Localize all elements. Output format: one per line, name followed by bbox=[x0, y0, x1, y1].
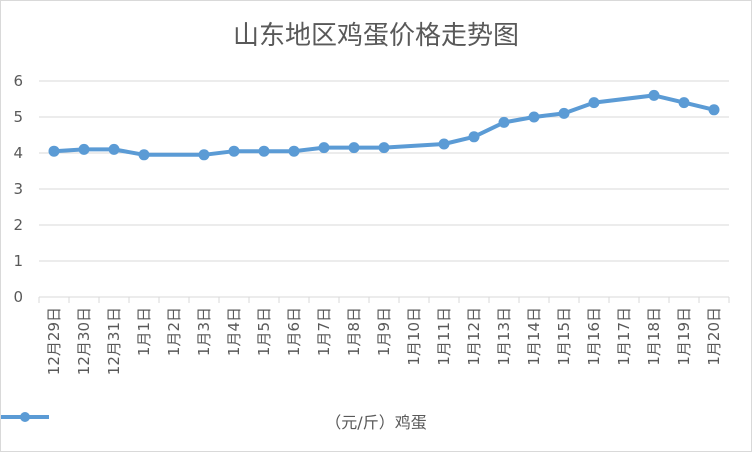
data-point bbox=[348, 142, 360, 154]
data-point bbox=[498, 116, 510, 128]
data-point bbox=[678, 97, 690, 109]
y-tick-label: 4 bbox=[13, 144, 23, 162]
x-tick-label: 12月29日 bbox=[45, 307, 63, 375]
y-tick-label: 3 bbox=[13, 180, 23, 198]
legend: （元/斤）鸡蛋 bbox=[1, 409, 751, 433]
y-tick-label: 0 bbox=[13, 288, 23, 306]
x-tick-label: 1月15日 bbox=[555, 307, 573, 366]
y-tick-label: 1 bbox=[13, 252, 23, 270]
x-tick-label: 1月16日 bbox=[585, 307, 603, 366]
data-point bbox=[588, 97, 600, 109]
data-point bbox=[708, 104, 720, 116]
x-tick-label: 1月13日 bbox=[495, 307, 513, 366]
x-tick-label: 1月12日 bbox=[465, 307, 483, 366]
data-point bbox=[78, 143, 90, 155]
data-point bbox=[318, 142, 330, 154]
data-point bbox=[438, 138, 450, 150]
x-tick-label: 1月10日 bbox=[405, 307, 423, 366]
y-tick-label: 6 bbox=[13, 72, 23, 90]
data-point bbox=[258, 145, 270, 157]
x-tick-label: 1月11日 bbox=[435, 307, 453, 366]
legend-label: （元/斤）鸡蛋 bbox=[325, 413, 427, 432]
x-tick-label: 1月20日 bbox=[705, 307, 723, 366]
x-tick-label: 1月2日 bbox=[165, 307, 183, 356]
data-point bbox=[48, 145, 60, 157]
data-point bbox=[228, 145, 240, 157]
data-point bbox=[378, 142, 390, 154]
data-point bbox=[648, 89, 660, 101]
data-point bbox=[468, 131, 480, 143]
data-point bbox=[288, 145, 300, 157]
data-point bbox=[138, 149, 150, 161]
x-tick-label: 1月4日 bbox=[225, 307, 243, 356]
x-tick-label: 12月30日 bbox=[75, 307, 93, 375]
x-tick-label: 1月8日 bbox=[345, 307, 363, 356]
x-tick-label: 1月14日 bbox=[525, 307, 543, 366]
x-tick-label: 12月31日 bbox=[105, 307, 123, 375]
data-point bbox=[528, 111, 540, 123]
y-tick-label: 5 bbox=[13, 108, 23, 126]
x-tick-label: 1月7日 bbox=[315, 307, 333, 356]
y-tick-label: 2 bbox=[13, 216, 23, 234]
x-tick-label: 1月19日 bbox=[675, 307, 693, 366]
x-tick-label: 1月17日 bbox=[615, 307, 633, 366]
x-tick-label: 1月18日 bbox=[645, 307, 663, 366]
x-tick-label: 1月6日 bbox=[285, 307, 303, 356]
x-tick-label: 1月5日 bbox=[255, 307, 273, 356]
x-tick-label: 1月9日 bbox=[375, 307, 393, 356]
data-point bbox=[198, 149, 210, 161]
x-tick-label: 1月3日 bbox=[195, 307, 213, 356]
x-tick-label: 1月1日 bbox=[135, 307, 153, 356]
data-point bbox=[108, 143, 120, 155]
chart-title: 山东地区鸡蛋价格走势图 bbox=[232, 21, 519, 51]
data-point bbox=[558, 107, 570, 119]
legend-marker-icon bbox=[1, 412, 49, 422]
